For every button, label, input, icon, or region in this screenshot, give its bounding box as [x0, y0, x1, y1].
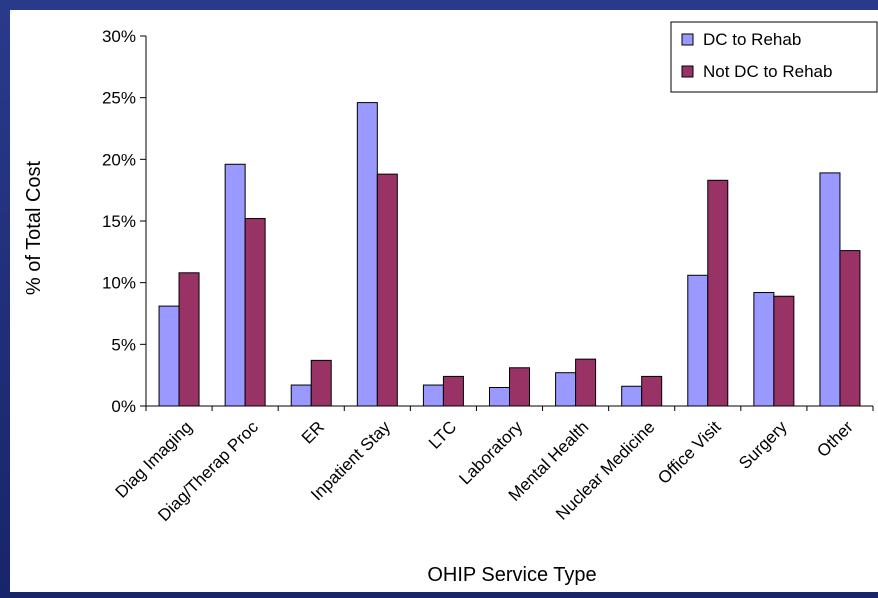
y-tick-label: 25% [102, 89, 136, 108]
bar-not-dc-to-rehab [642, 376, 662, 406]
y-axis-title: % of Total Cost [23, 160, 45, 295]
bar-not-dc-to-rehab [377, 174, 397, 406]
x-tick-label: Office Visit [654, 417, 725, 488]
bar-dc-to-rehab [225, 164, 245, 406]
y-tick-label: 30% [102, 27, 136, 46]
bar-dc-to-rehab [159, 306, 179, 406]
y-tick-label: 15% [102, 212, 136, 231]
legend-swatch [682, 66, 693, 77]
bars [159, 103, 860, 406]
bar-not-dc-to-rehab [443, 376, 463, 406]
bar-not-dc-to-rehab [311, 360, 331, 406]
y-tick-label: 5% [111, 335, 136, 354]
bar-dc-to-rehab [688, 275, 708, 406]
y-tick-label: 20% [102, 150, 136, 169]
bar-dc-to-rehab [423, 385, 443, 406]
x-tick-label: Laboratory [455, 417, 526, 488]
bar-not-dc-to-rehab [708, 180, 728, 406]
legend-label: DC to Rehab [703, 30, 801, 49]
bar-dc-to-rehab [820, 173, 840, 406]
legend-swatch [682, 34, 693, 45]
x-tick-label: Surgery [735, 417, 791, 473]
x-tick-label: Other [813, 417, 857, 461]
bar-dc-to-rehab [754, 293, 774, 406]
x-tick-label: ER [298, 417, 328, 447]
chart-area: Diag Imaging Diag/Therap Proc ER Inpatient … [10, 10, 878, 592]
bar-not-dc-to-rehab [179, 273, 199, 406]
bar-not-dc-to-rehab [510, 368, 530, 406]
bar-not-dc-to-rehab [774, 296, 794, 406]
bar-not-dc-to-rehab [245, 219, 265, 406]
y-tick-label: 10% [102, 274, 136, 293]
bar-dc-to-rehab [490, 388, 510, 407]
bar-dc-to-rehab [622, 386, 642, 406]
bar-dc-to-rehab [291, 385, 311, 406]
bar-not-dc-to-rehab [840, 251, 860, 406]
legend: DC to Rehab Not DC to Rehab [671, 22, 877, 92]
x-tick-label: LTC [425, 417, 460, 452]
bar-dc-to-rehab [357, 103, 377, 406]
x-axis-title: OHIP Service Type [427, 564, 596, 586]
bar-not-dc-to-rehab [576, 359, 596, 406]
legend-label: Not DC to Rehab [703, 62, 832, 81]
y-tick-labels: 0% 5% 10% 15% 20% 25% 30% [102, 27, 136, 416]
bar-dc-to-rehab [556, 373, 576, 406]
y-tick-label: 0% [111, 397, 136, 416]
